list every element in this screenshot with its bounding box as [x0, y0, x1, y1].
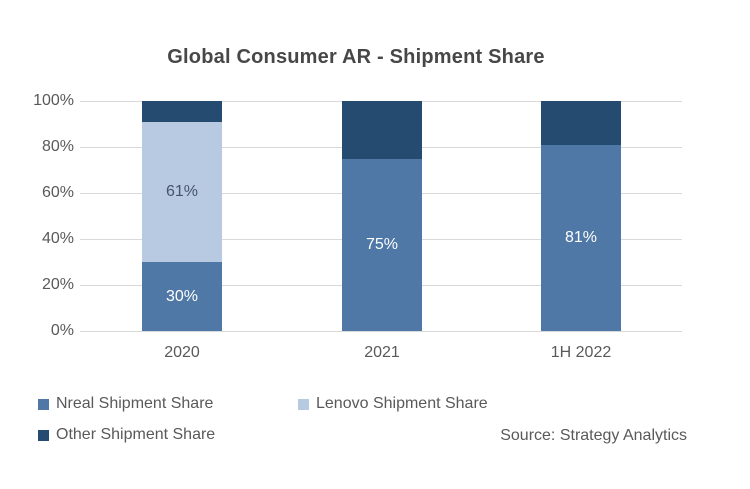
bar-data-label: 75% [365, 235, 399, 253]
y-axis-tick-label: 60% [41, 184, 74, 201]
bar-data-label: 30% [165, 287, 199, 305]
x-axis-category-label: 1H 2022 [550, 344, 612, 361]
y-axis-tick-label: 40% [41, 230, 74, 247]
y-axis-tick-label: 80% [41, 138, 74, 155]
legend-item: Lenovo Shipment Share [298, 395, 488, 412]
x-axis-category-label: 2020 [164, 344, 200, 361]
source-note: Source: Strategy Analytics [500, 427, 687, 444]
legend-swatch [38, 429, 49, 441]
legend-swatch [38, 398, 49, 410]
x-axis-category-label: 2021 [364, 344, 400, 361]
bar-segment [541, 101, 621, 145]
chart-title: Global Consumer AR - Shipment Share [167, 46, 545, 68]
bar-data-label: 61% [165, 182, 199, 200]
legend-swatch [298, 398, 309, 410]
legend-label: Nreal Shipment Share [56, 395, 214, 412]
bar-segment [142, 101, 222, 122]
bar-segment: 75% [342, 158, 422, 331]
y-axis-tick-label: 0% [50, 322, 74, 339]
y-axis-tick-label: 100% [33, 92, 74, 109]
legend-label: Other Shipment Share [56, 426, 216, 443]
bar-segment [342, 101, 422, 159]
bar-segment: 61% [142, 121, 222, 262]
y-axis-tick-label: 20% [41, 276, 74, 293]
legend-item: Nreal Shipment Share [38, 395, 214, 412]
legend-label: Lenovo Shipment Share [316, 395, 488, 412]
plot-area: 30% 61% 75% 81% [80, 100, 682, 332]
legend-item: Other Shipment Share [38, 426, 216, 443]
gridline [80, 330, 682, 332]
bar-segment: 81% [541, 144, 621, 331]
bar-segment: 30% [142, 262, 222, 331]
bar-data-label: 81% [564, 228, 598, 246]
